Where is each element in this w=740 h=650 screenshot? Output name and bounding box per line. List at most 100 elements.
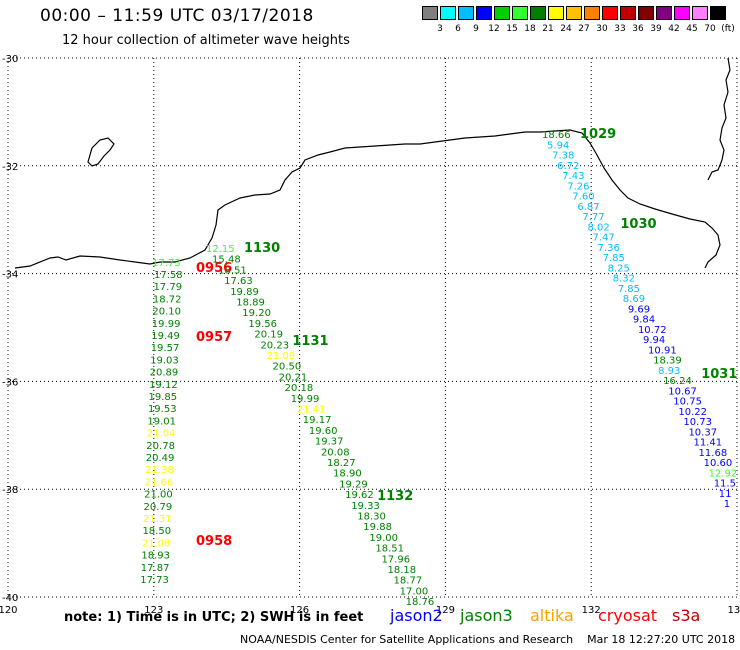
wave-height-value: 19.56 (248, 319, 277, 330)
lat-lon-grid (7, 57, 738, 598)
wave-height-value: 18.76 (406, 597, 435, 608)
scale-swatch (710, 6, 726, 20)
wave-height-value: 8.25 (608, 263, 630, 274)
wave-height-value: 20.49 (146, 453, 175, 464)
wave-height-value: 9.84 (633, 315, 655, 326)
wave-height-value: 8.32 (613, 274, 635, 285)
scale-swatch (458, 6, 474, 20)
wave-height-value: 17.73 (140, 575, 169, 586)
wave-height-value: 10.67 (668, 386, 697, 397)
scale-swatch (656, 6, 672, 20)
wave-height-value: 19.85 (149, 392, 178, 403)
wave-height-value: 19.17 (303, 415, 332, 426)
wave-height-value: 17.79 (153, 282, 182, 293)
wave-height-value: 9.69 (628, 304, 650, 315)
lat-tick-label: -36 (2, 377, 18, 388)
wave-height-value: 10.91 (648, 345, 677, 356)
credit-text: NOAA/NESDIS Center for Satellite Applica… (240, 633, 574, 646)
scale-label: 70 (704, 24, 716, 34)
wave-height-value: 18.93 (141, 551, 170, 562)
generated-timestamp: Mar 18 12:27:20 UTC 2018 (587, 633, 736, 646)
wave-height-value: 11.41 (694, 438, 723, 449)
scale-label: 42 (668, 24, 680, 34)
wave-height-value: 10.37 (688, 427, 717, 438)
satellite-legend-item: s3a (672, 606, 701, 625)
wave-height-value: 10.60 (704, 458, 733, 469)
wave-height-value: 21.00 (144, 490, 173, 501)
satellite-legend-item: jason3 (460, 606, 513, 625)
wave-height-value: 21.08 (142, 538, 171, 549)
kangaroo-island-outline (87, 137, 115, 167)
wave-height-value: 15.48 (212, 255, 241, 266)
pass-time-label: 0957 (196, 330, 232, 345)
pass-time-label: 0958 (196, 534, 232, 549)
wave-height-value: 21.31 (143, 514, 172, 525)
wave-height-value: 16.24 (663, 376, 692, 387)
scale-swatch (422, 6, 438, 20)
wave-height-value: 7.38 (552, 151, 574, 162)
scale-label: 33 (614, 24, 626, 34)
wave-height-value: 18.30 (357, 512, 386, 523)
pass-time-label: 1030 (620, 217, 656, 232)
wave-height-value: 19.12 (149, 380, 178, 391)
wave-height-value: 21.09 (267, 351, 296, 362)
wave-height-value: 8.69 (623, 294, 645, 305)
wave-height-value: 12.15 (206, 244, 235, 255)
wave-height-value: 20.78 (146, 441, 175, 452)
scale-swatch (476, 6, 492, 20)
scale-label: 45 (686, 24, 698, 34)
scale-swatch (584, 6, 600, 20)
scale-label: 18 (524, 24, 536, 34)
map-subtitle: 12 hour collection of altimeter wave hei… (62, 33, 350, 48)
scale-label: 21 (542, 24, 554, 34)
wave-height-value: 19.89 (230, 287, 259, 298)
wave-height-value: 19.37 (315, 437, 344, 448)
pass-time-label: 0956 (196, 261, 232, 276)
lon-tick-label: 126 (290, 605, 309, 616)
australia-coastline (14, 57, 731, 269)
wave-height-value: 18.89 (236, 298, 265, 309)
wave-height-value: 19.99 (291, 394, 320, 405)
wave-height-value: 7.60 (572, 192, 594, 203)
satellite-legend-item: jason2 (390, 606, 443, 625)
lat-tick-label: -40 (2, 593, 18, 604)
wave-height-value: 7.85 (618, 284, 640, 295)
wave-height-value: 7.43 (562, 171, 584, 182)
wave-height-value: 18.51 (375, 544, 404, 555)
wave-height-value: 11 (719, 489, 732, 500)
wave-height-value: 18.39 (653, 356, 682, 367)
map-title: 00:00 – 11:59 UTC 03/17/2018 (40, 6, 314, 26)
wave-height-value: 21.04 (147, 429, 176, 440)
wave-height-value: 18.66 (542, 130, 571, 141)
wave-height-value: 18.77 (394, 576, 423, 587)
scale-label: 15 (506, 24, 518, 34)
wave-height-value: 19.60 (309, 426, 338, 437)
lat-tick-label: -30 (2, 54, 18, 65)
wave-height-value: 19.62 (345, 490, 374, 501)
wave-height-value: 18.27 (327, 458, 356, 469)
wave-height-value: 17.00 (400, 586, 429, 597)
wave-height-value: 19.01 (147, 416, 176, 427)
satellite-legend-item: altika (530, 606, 574, 625)
scale-label: 9 (473, 24, 479, 34)
wave-height-value: 7.85 (603, 253, 625, 264)
scale-label: 39 (650, 24, 662, 34)
wave-height-value: 19.00 (369, 533, 398, 544)
footer-note: note: 1) Time is in UTC; 2) SWH is in fe… (64, 610, 364, 625)
wave-height-value: 20.89 (150, 368, 179, 379)
wave-height-value: 10.75 (673, 397, 702, 408)
scale-swatch (674, 6, 690, 20)
satellite-tracks: 17.7317.5817.7918.7220.1019.9919.4919.57… (140, 127, 737, 608)
scale-swatch (638, 6, 654, 20)
scale-label: 12 (488, 24, 500, 34)
satellite-legend-item: cryosat (598, 606, 658, 625)
credit-line: NOAA/NESDIS Center for Satellite Applica… (240, 633, 735, 646)
wave-height-value: 19.33 (351, 501, 380, 512)
wave-height-value: 17.58 (154, 270, 183, 281)
scale-swatch (440, 6, 456, 20)
wave-height-value: 18.51 (218, 265, 247, 276)
wave-height-value: 17.73 (152, 258, 181, 269)
scale-label: 30 (596, 24, 608, 34)
